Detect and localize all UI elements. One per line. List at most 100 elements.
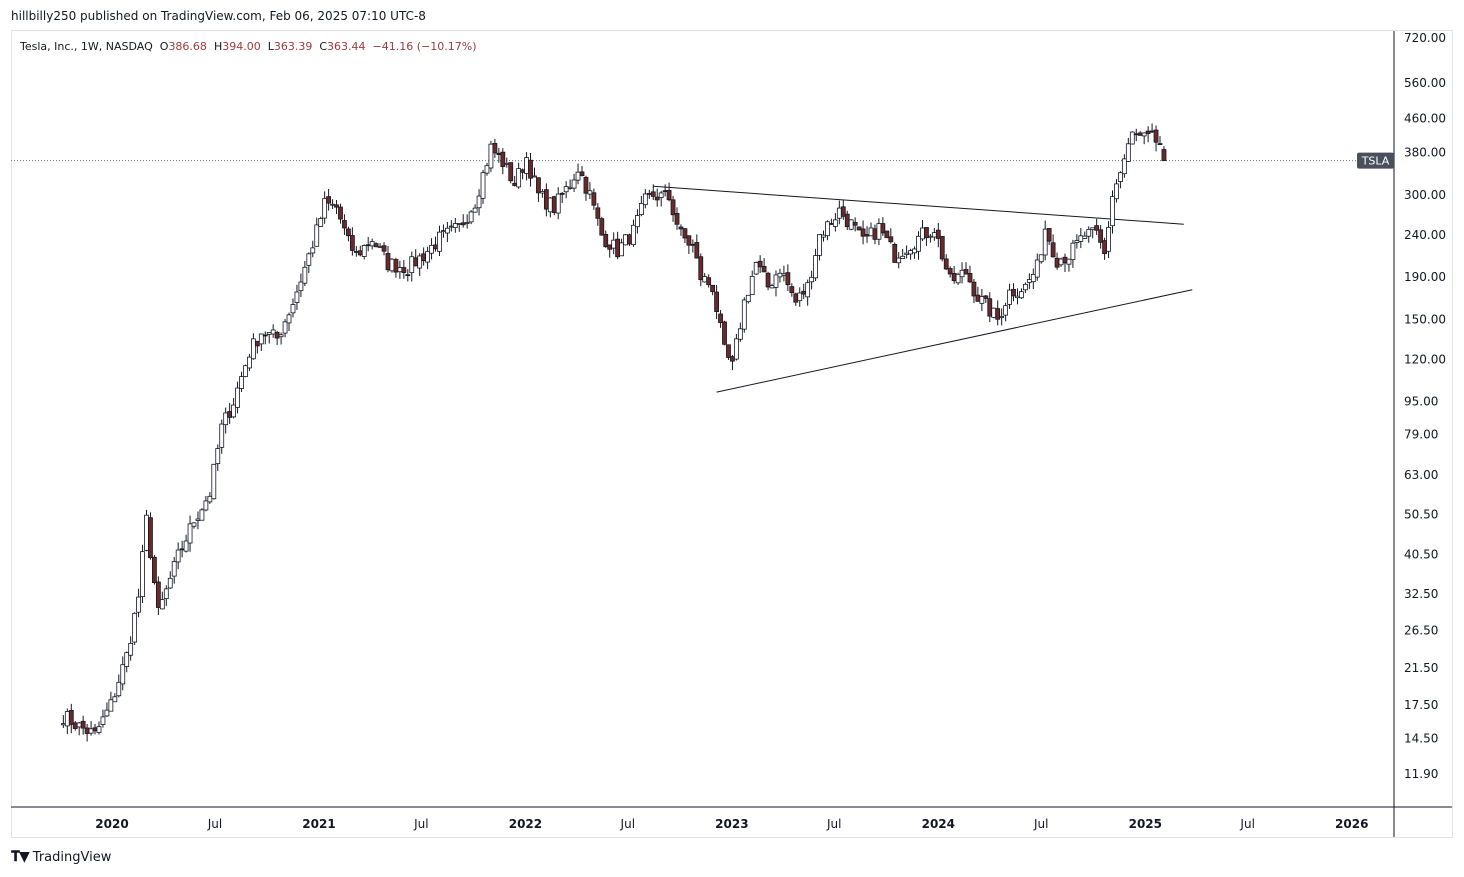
- candle[interactable]: [707, 274, 711, 287]
- candle[interactable]: [461, 214, 465, 227]
- candle[interactable]: [160, 592, 164, 610]
- candle[interactable]: [604, 231, 608, 248]
- candle[interactable]: [984, 295, 988, 303]
- candle[interactable]: [1067, 259, 1071, 272]
- candle[interactable]: [1004, 303, 1008, 322]
- candle[interactable]: [521, 169, 525, 180]
- candle[interactable]: [1095, 219, 1099, 235]
- candle[interactable]: [806, 280, 810, 306]
- candle[interactable]: [469, 210, 473, 224]
- candle[interactable]: [101, 710, 105, 728]
- candle[interactable]: [145, 510, 149, 551]
- candle[interactable]: [445, 222, 449, 242]
- candle[interactable]: [540, 189, 544, 198]
- candle[interactable]: [1158, 136, 1162, 145]
- candle[interactable]: [449, 220, 453, 231]
- candle[interactable]: [924, 227, 928, 246]
- candle[interactable]: [734, 334, 738, 361]
- candle[interactable]: [204, 496, 208, 511]
- candle[interactable]: [766, 272, 770, 291]
- candle[interactable]: [849, 219, 853, 230]
- candle[interactable]: [600, 217, 604, 236]
- candle[interactable]: [327, 189, 331, 211]
- candle[interactable]: [877, 218, 881, 245]
- candle[interactable]: [913, 246, 917, 258]
- candle[interactable]: [414, 249, 418, 266]
- candle[interactable]: [382, 242, 386, 255]
- candle[interactable]: [410, 252, 414, 282]
- candle[interactable]: [426, 247, 430, 269]
- candle[interactable]: [1019, 288, 1023, 299]
- candle[interactable]: [342, 214, 346, 235]
- candle[interactable]: [319, 217, 323, 227]
- candle[interactable]: [948, 266, 952, 277]
- candle[interactable]: [370, 239, 374, 250]
- candle[interactable]: [105, 702, 109, 717]
- candle[interactable]: [184, 535, 188, 553]
- candle[interactable]: [746, 295, 750, 303]
- candle[interactable]: [964, 262, 968, 274]
- candle[interactable]: [920, 220, 924, 241]
- candle[interactable]: [1138, 131, 1142, 136]
- candle[interactable]: [481, 170, 485, 204]
- candle[interactable]: [93, 724, 97, 734]
- candle[interactable]: [825, 220, 829, 240]
- candle[interactable]: [141, 545, 145, 603]
- candle[interactable]: [576, 164, 580, 185]
- candle[interactable]: [620, 239, 624, 256]
- candle[interactable]: [833, 213, 837, 231]
- candle[interactable]: [944, 254, 948, 270]
- candle[interactable]: [61, 715, 65, 728]
- candle[interactable]: [358, 246, 362, 257]
- candle[interactable]: [196, 511, 200, 529]
- candle[interactable]: [133, 612, 137, 645]
- candle[interactable]: [374, 242, 378, 247]
- candle[interactable]: [719, 310, 723, 328]
- candle[interactable]: [968, 266, 972, 283]
- candle[interactable]: [901, 249, 905, 259]
- candle[interactable]: [437, 226, 441, 256]
- candle[interactable]: [1118, 171, 1122, 188]
- candle[interactable]: [683, 228, 687, 243]
- candle[interactable]: [335, 200, 339, 214]
- candle[interactable]: [556, 187, 560, 219]
- candle[interactable]: [1055, 253, 1059, 270]
- candle[interactable]: [691, 239, 695, 252]
- candle[interactable]: [794, 293, 798, 306]
- candle[interactable]: [635, 209, 639, 233]
- candle[interactable]: [465, 214, 469, 228]
- candle[interactable]: [1142, 132, 1146, 144]
- candle[interactable]: [738, 323, 742, 342]
- candle[interactable]: [366, 237, 370, 251]
- candle[interactable]: [532, 168, 536, 178]
- candle[interactable]: [865, 226, 869, 243]
- candle[interactable]: [667, 183, 671, 202]
- candle[interactable]: [1154, 126, 1158, 152]
- candle[interactable]: [829, 219, 833, 225]
- candle[interactable]: [1008, 284, 1012, 309]
- candle[interactable]: [774, 270, 778, 296]
- candle[interactable]: [742, 297, 746, 332]
- candle[interactable]: [770, 284, 774, 288]
- candle[interactable]: [1091, 228, 1095, 239]
- candle[interactable]: [536, 177, 540, 202]
- candle[interactable]: [311, 241, 315, 258]
- candle[interactable]: [1162, 146, 1166, 161]
- candle[interactable]: [1075, 234, 1079, 248]
- candle[interactable]: [65, 708, 69, 734]
- candle[interactable]: [81, 716, 85, 735]
- candle[interactable]: [148, 512, 152, 559]
- candle[interactable]: [1087, 226, 1091, 243]
- candle[interactable]: [671, 196, 675, 222]
- candle[interactable]: [972, 279, 976, 303]
- candle[interactable]: [1031, 268, 1035, 289]
- candle[interactable]: [362, 244, 366, 259]
- candle[interactable]: [1126, 138, 1130, 162]
- candle[interactable]: [1134, 129, 1138, 141]
- candle[interactable]: [659, 191, 663, 207]
- candle[interactable]: [283, 319, 287, 337]
- candle[interactable]: [1099, 225, 1103, 249]
- candle[interactable]: [996, 300, 1000, 325]
- candle[interactable]: [936, 223, 940, 247]
